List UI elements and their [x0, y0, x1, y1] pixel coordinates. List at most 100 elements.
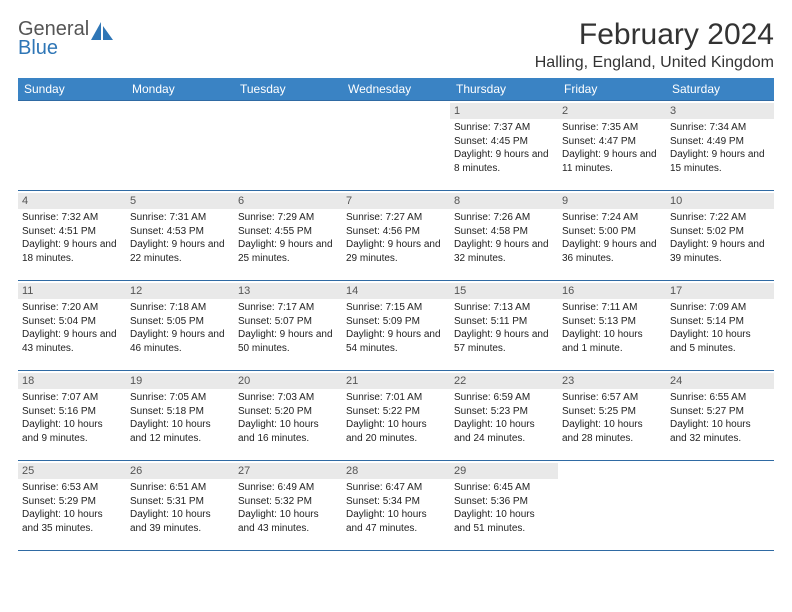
day-number: 27	[234, 463, 342, 479]
day-number: 14	[342, 283, 450, 299]
sunrise-line: Sunrise: 6:55 AM	[670, 391, 770, 405]
daylight-line: Daylight: 10 hours and 47 minutes.	[346, 508, 446, 535]
sunrise-line: Sunrise: 7:32 AM	[22, 211, 122, 225]
calendar-cell: 5Sunrise: 7:31 AMSunset: 4:53 PMDaylight…	[126, 191, 234, 281]
calendar-cell: 1Sunrise: 7:37 AMSunset: 4:45 PMDaylight…	[450, 101, 558, 191]
daylight-line: Daylight: 9 hours and 43 minutes.	[22, 328, 122, 355]
calendar-cell: 10Sunrise: 7:22 AMSunset: 5:02 PMDayligh…	[666, 191, 774, 281]
sunset-line: Sunset: 5:13 PM	[562, 315, 662, 329]
calendar-cell: 9Sunrise: 7:24 AMSunset: 5:00 PMDaylight…	[558, 191, 666, 281]
day-header: Tuesday	[234, 78, 342, 101]
sunset-line: Sunset: 5:09 PM	[346, 315, 446, 329]
day-header: Friday	[558, 78, 666, 101]
calendar-cell: 13Sunrise: 7:17 AMSunset: 5:07 PMDayligh…	[234, 281, 342, 371]
logo-text: General Blue	[18, 18, 89, 60]
day-number: 15	[450, 283, 558, 299]
daylight-line: Daylight: 9 hours and 54 minutes.	[346, 328, 446, 355]
day-number: 18	[18, 373, 126, 389]
calendar-cell	[234, 101, 342, 191]
title-block: February 2024 Halling, England, United K…	[535, 18, 774, 72]
sunrise-line: Sunrise: 7:22 AM	[670, 211, 770, 225]
calendar-cell: 23Sunrise: 6:57 AMSunset: 5:25 PMDayligh…	[558, 371, 666, 461]
sunset-line: Sunset: 5:00 PM	[562, 225, 662, 239]
sunset-line: Sunset: 5:04 PM	[22, 315, 122, 329]
day-number: 21	[342, 373, 450, 389]
daylight-line: Daylight: 9 hours and 36 minutes.	[562, 238, 662, 265]
sunrise-line: Sunrise: 7:29 AM	[238, 211, 338, 225]
daylight-line: Daylight: 9 hours and 46 minutes.	[130, 328, 230, 355]
sunrise-line: Sunrise: 7:34 AM	[670, 121, 770, 135]
day-number: 7	[342, 193, 450, 209]
calendar-cell: 29Sunrise: 6:45 AMSunset: 5:36 PMDayligh…	[450, 461, 558, 551]
day-number: 26	[126, 463, 234, 479]
day-number: 3	[666, 103, 774, 119]
sunset-line: Sunset: 4:49 PM	[670, 135, 770, 149]
day-number: 28	[342, 463, 450, 479]
sunrise-line: Sunrise: 6:49 AM	[238, 481, 338, 495]
daylight-line: Daylight: 9 hours and 32 minutes.	[454, 238, 554, 265]
day-number: 5	[126, 193, 234, 209]
day-number: 6	[234, 193, 342, 209]
calendar-cell: 24Sunrise: 6:55 AMSunset: 5:27 PMDayligh…	[666, 371, 774, 461]
sunrise-line: Sunrise: 7:17 AM	[238, 301, 338, 315]
sunrise-line: Sunrise: 7:07 AM	[22, 391, 122, 405]
day-number: 4	[18, 193, 126, 209]
calendar-cell: 28Sunrise: 6:47 AMSunset: 5:34 PMDayligh…	[342, 461, 450, 551]
sunrise-line: Sunrise: 7:01 AM	[346, 391, 446, 405]
sunset-line: Sunset: 5:16 PM	[22, 405, 122, 419]
day-number: 16	[558, 283, 666, 299]
calendar-cell	[342, 101, 450, 191]
sunset-line: Sunset: 4:45 PM	[454, 135, 554, 149]
daylight-line: Daylight: 10 hours and 32 minutes.	[670, 418, 770, 445]
daylight-line: Daylight: 10 hours and 43 minutes.	[238, 508, 338, 535]
daylight-line: Daylight: 10 hours and 5 minutes.	[670, 328, 770, 355]
sunrise-line: Sunrise: 7:13 AM	[454, 301, 554, 315]
sunset-line: Sunset: 5:05 PM	[130, 315, 230, 329]
sunset-line: Sunset: 5:36 PM	[454, 495, 554, 509]
calendar-cell: 11Sunrise: 7:20 AMSunset: 5:04 PMDayligh…	[18, 281, 126, 371]
calendar-cell: 22Sunrise: 6:59 AMSunset: 5:23 PMDayligh…	[450, 371, 558, 461]
day-number: 8	[450, 193, 558, 209]
calendar-cell: 21Sunrise: 7:01 AMSunset: 5:22 PMDayligh…	[342, 371, 450, 461]
calendar-cell: 7Sunrise: 7:27 AMSunset: 4:56 PMDaylight…	[342, 191, 450, 281]
day-number: 24	[666, 373, 774, 389]
sunrise-line: Sunrise: 7:15 AM	[346, 301, 446, 315]
sunrise-line: Sunrise: 7:27 AM	[346, 211, 446, 225]
day-number: 25	[18, 463, 126, 479]
day-number: 13	[234, 283, 342, 299]
day-number: 22	[450, 373, 558, 389]
sunrise-line: Sunrise: 6:51 AM	[130, 481, 230, 495]
month-title: February 2024	[535, 18, 774, 52]
sunrise-line: Sunrise: 6:53 AM	[22, 481, 122, 495]
sunset-line: Sunset: 5:02 PM	[670, 225, 770, 239]
sunrise-line: Sunrise: 7:11 AM	[562, 301, 662, 315]
sunset-line: Sunset: 4:47 PM	[562, 135, 662, 149]
day-number: 1	[450, 103, 558, 119]
sunrise-line: Sunrise: 7:20 AM	[22, 301, 122, 315]
sunset-line: Sunset: 4:55 PM	[238, 225, 338, 239]
day-number: 29	[450, 463, 558, 479]
day-header: Thursday	[450, 78, 558, 101]
sunrise-line: Sunrise: 6:47 AM	[346, 481, 446, 495]
day-number: 9	[558, 193, 666, 209]
day-number: 20	[234, 373, 342, 389]
calendar-cell: 12Sunrise: 7:18 AMSunset: 5:05 PMDayligh…	[126, 281, 234, 371]
daylight-line: Daylight: 10 hours and 35 minutes.	[22, 508, 122, 535]
calendar-cell: 8Sunrise: 7:26 AMSunset: 4:58 PMDaylight…	[450, 191, 558, 281]
sunrise-line: Sunrise: 6:57 AM	[562, 391, 662, 405]
sunset-line: Sunset: 5:11 PM	[454, 315, 554, 329]
calendar-cell	[666, 461, 774, 551]
logo-line2: Blue	[18, 37, 89, 60]
calendar-cell: 20Sunrise: 7:03 AMSunset: 5:20 PMDayligh…	[234, 371, 342, 461]
sunset-line: Sunset: 4:56 PM	[346, 225, 446, 239]
daylight-line: Daylight: 10 hours and 16 minutes.	[238, 418, 338, 445]
daylight-line: Daylight: 10 hours and 12 minutes.	[130, 418, 230, 445]
sunset-line: Sunset: 5:25 PM	[562, 405, 662, 419]
calendar-table: SundayMondayTuesdayWednesdayThursdayFrid…	[18, 78, 774, 551]
location: Halling, England, United Kingdom	[535, 54, 774, 72]
sunset-line: Sunset: 5:32 PM	[238, 495, 338, 509]
daylight-line: Daylight: 9 hours and 25 minutes.	[238, 238, 338, 265]
sunset-line: Sunset: 5:07 PM	[238, 315, 338, 329]
sunset-line: Sunset: 4:51 PM	[22, 225, 122, 239]
daylight-line: Daylight: 9 hours and 11 minutes.	[562, 148, 662, 175]
